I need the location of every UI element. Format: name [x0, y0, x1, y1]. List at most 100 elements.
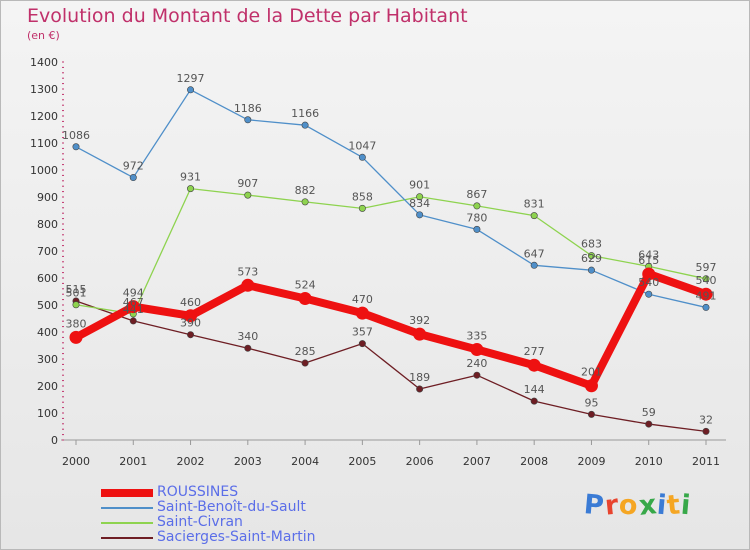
data-point — [187, 86, 195, 94]
data-label: 831 — [524, 198, 545, 211]
x-tick-label: 2001 — [119, 455, 147, 468]
data-label: 867 — [466, 188, 487, 201]
data-label: 683 — [581, 238, 602, 251]
data-point — [530, 212, 538, 220]
legend-swatch — [101, 536, 153, 539]
data-label: 392 — [409, 314, 430, 327]
x-tick-label: 2003 — [234, 455, 262, 468]
data-label: 515 — [66, 283, 87, 296]
legend-label: Sacierges-Saint-Martin — [157, 529, 316, 545]
data-label: 357 — [352, 326, 373, 339]
data-point — [72, 301, 80, 309]
data-point — [358, 340, 366, 348]
data-point — [530, 261, 538, 269]
data-label: 643 — [638, 248, 659, 261]
data-label: 32 — [699, 413, 713, 426]
chart-subtitle: (en €) — [27, 29, 60, 42]
data-label: 1047 — [348, 139, 376, 152]
data-point — [301, 359, 309, 367]
series-line-3 — [75, 300, 707, 433]
legend-swatch — [101, 488, 153, 497]
y-tick-label: 800 — [37, 218, 58, 231]
data-point — [587, 410, 595, 418]
y-tick-label: 700 — [37, 245, 58, 258]
x-tick-label: 2007 — [463, 455, 491, 468]
data-point — [416, 211, 424, 219]
series-line-2 — [75, 187, 707, 315]
y-tick-label: 400 — [37, 326, 58, 339]
series-line-0 — [72, 269, 710, 390]
axes: 0 100 200 300 400 500 600 700 800 900 1000 1100 1200… — [30, 56, 726, 468]
y-tick-label: 500 — [37, 299, 58, 312]
data-point — [699, 287, 713, 301]
data-point — [587, 266, 595, 274]
data-point — [298, 292, 312, 306]
data-point — [301, 198, 309, 206]
data-label: 573 — [237, 265, 258, 278]
data-label: 240 — [466, 357, 487, 370]
data-label: 780 — [466, 211, 487, 224]
proxiti-logo: Proxiti — [582, 489, 693, 522]
y-tick-label: 200 — [37, 380, 58, 393]
data-point — [301, 121, 309, 129]
data-label: 189 — [409, 371, 430, 384]
data-label: 540 — [696, 274, 717, 287]
data-point — [358, 204, 366, 212]
x-tick-label: 2004 — [291, 455, 319, 468]
y-tick-label: 900 — [37, 191, 58, 204]
legend-label: Saint-Civran — [157, 514, 243, 530]
data-point — [473, 371, 481, 379]
data-label: 277 — [524, 345, 545, 358]
data-point — [702, 275, 710, 283]
data-point — [702, 303, 710, 311]
data-point — [69, 330, 83, 344]
y-tick-label: 1200 — [30, 110, 58, 123]
chart-title: Evolution du Montant de la Dette par Hab… — [27, 5, 468, 27]
data-label: 834 — [409, 197, 430, 210]
data-label: 335 — [466, 330, 487, 343]
data-point — [358, 153, 366, 161]
data-point — [645, 290, 653, 298]
legend-label: ROUSSINES — [157, 484, 239, 500]
data-point — [584, 379, 598, 393]
data-point — [355, 306, 369, 320]
data-point — [642, 267, 656, 281]
data-point — [530, 397, 538, 405]
data-label: 501 — [66, 287, 87, 300]
y-tick-label: 1100 — [30, 137, 58, 150]
data-label: 201 — [581, 366, 602, 379]
y-tick-label: 1400 — [30, 56, 58, 69]
data-label: 1166 — [291, 107, 319, 120]
data-label: 470 — [352, 293, 373, 306]
data-label: 931 — [180, 171, 201, 184]
data-label: 858 — [352, 190, 373, 203]
data-label: 491 — [696, 289, 717, 302]
data-point — [244, 344, 252, 352]
data-label: 972 — [123, 160, 144, 173]
data-point — [126, 300, 140, 314]
y-tick-label: 1000 — [30, 164, 58, 177]
data-label: 380 — [66, 317, 87, 330]
data-point — [416, 193, 424, 201]
data-point — [244, 191, 252, 199]
data-label: 540 — [638, 276, 659, 289]
x-tick-label: 2009 — [577, 455, 605, 468]
data-label: 1086 — [62, 129, 90, 142]
y-tick-label: 600 — [37, 272, 58, 285]
series-group — [69, 86, 713, 435]
data-point — [129, 317, 137, 325]
data-label: 340 — [237, 330, 258, 343]
legend-swatch — [101, 521, 153, 524]
data-point — [413, 327, 427, 341]
data-label: 95 — [584, 396, 598, 409]
x-tick-label: 2008 — [520, 455, 548, 468]
data-label: 907 — [237, 177, 258, 190]
data-point — [473, 225, 481, 233]
data-point — [241, 278, 255, 292]
data-label: 390 — [180, 317, 201, 330]
data-label: 144 — [524, 383, 545, 396]
legend-label: Saint-Benoît-du-Sault — [157, 499, 306, 515]
data-point — [645, 420, 653, 428]
